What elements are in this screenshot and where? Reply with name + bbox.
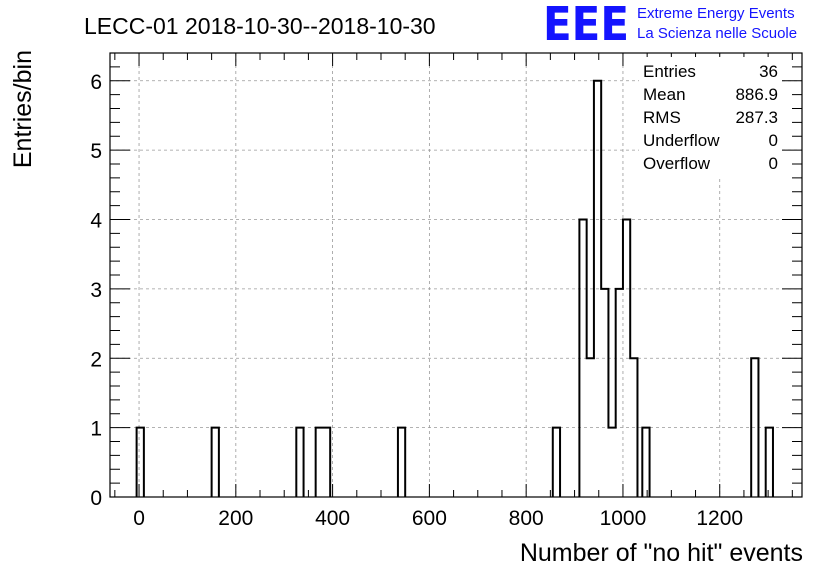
logo-line-2: La Scienza nelle Scuole	[637, 25, 797, 42]
histogram-bin	[579, 220, 586, 498]
y-tick-label: 3	[90, 279, 102, 302]
x-tick-label: 600	[412, 507, 447, 530]
x-tick-label: 400	[315, 507, 350, 530]
stats-label: Entries	[643, 62, 696, 81]
stats-label: Underflow	[643, 131, 720, 150]
histogram-outline	[135, 79, 774, 497]
stats-label: Overflow	[643, 154, 711, 173]
histogram-bin	[296, 428, 303, 497]
histogram-bin	[553, 428, 560, 497]
x-tick-label: 0	[133, 507, 145, 530]
y-tick-label: 2	[90, 348, 102, 371]
x-axis-title: Number of "no hit" events	[520, 539, 803, 567]
histogram-bin	[623, 220, 630, 498]
histogram-bin	[630, 358, 637, 497]
y-tick-label: 1	[90, 418, 102, 441]
y-tick-label: 4	[90, 210, 102, 233]
histogram-bin	[642, 428, 649, 497]
x-tick-label: 200	[218, 507, 253, 530]
y-tick-label: 5	[90, 140, 102, 163]
logo-line-1: Extreme Energy Events	[637, 5, 795, 22]
histogram-bin	[398, 428, 405, 497]
stats-value: 0	[769, 131, 778, 150]
histogram-bin	[323, 428, 330, 497]
stats-label: RMS	[643, 108, 681, 127]
y-tick-label: 0	[90, 487, 102, 510]
eee-logo: EEE Extreme Energy Events La Scienza nel…	[543, 0, 797, 51]
logo-mark: EEE	[543, 0, 629, 51]
histogram-bin	[601, 289, 608, 497]
stats-value: 886.9	[735, 85, 778, 104]
stats-value: 0	[769, 154, 778, 173]
stats-background	[639, 57, 781, 177]
histogram-bin	[751, 358, 758, 497]
y-axis-title: Entries/bin	[9, 50, 37, 168]
histogram-bin	[616, 289, 623, 497]
histogram-bin	[137, 428, 144, 497]
x-tick-label: 1200	[696, 507, 743, 530]
axis-ticks	[110, 52, 802, 498]
histogram-bin	[766, 428, 773, 497]
histogram-bin	[212, 428, 219, 497]
stats-box: Entries 36 Mean 886.9 RMS 287.3 Underflow 0 Over…	[639, 57, 781, 177]
stats-label: Mean	[643, 85, 686, 104]
histogram-bin	[594, 81, 601, 497]
histogram-bin	[608, 428, 615, 497]
x-tick-label: 1000	[600, 507, 647, 530]
axis-tick-labels: 0 200 400 600 800 1000 1200 0 1 2 3 4 5 6	[90, 71, 743, 530]
chart-title: LECC-01 2018-10-30--2018-10-30	[84, 13, 436, 39]
stats-value: 36	[759, 62, 778, 81]
stats-value: 287.3	[735, 108, 778, 127]
histogram-bin	[316, 428, 323, 497]
y-tick-label: 6	[90, 71, 102, 94]
x-tick-label: 800	[509, 507, 544, 530]
histogram-bin	[587, 358, 594, 497]
